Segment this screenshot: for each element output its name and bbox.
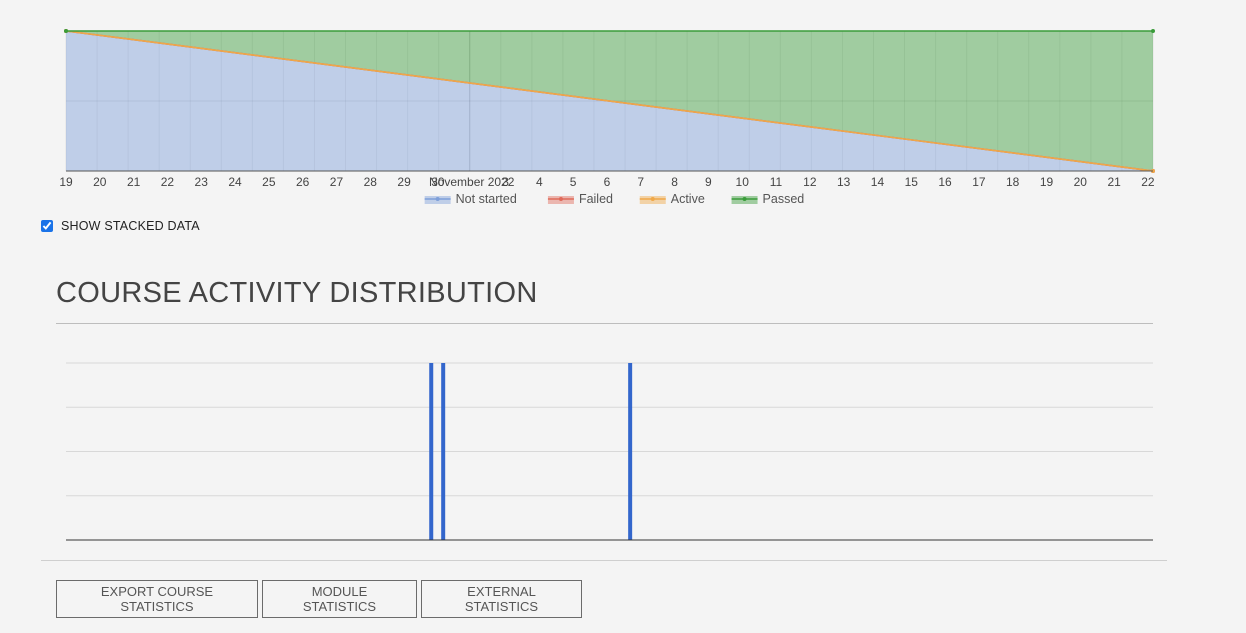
x-tick-label: 14 [871, 175, 885, 189]
x-tick-label: 4 [536, 175, 543, 189]
series-line-active [65, 30, 1154, 172]
x-tick-label: 27 [330, 175, 344, 189]
x-tick-label: 9 [705, 175, 712, 189]
x-tick-label: 21 [1107, 175, 1121, 189]
series-point-passed [64, 29, 68, 33]
show-stacked-checkbox[interactable] [41, 220, 53, 232]
x-tick-label: 24 [228, 175, 242, 189]
show-stacked-toggle[interactable]: SHOW STACKED DATA [41, 219, 200, 233]
title-divider [56, 323, 1153, 324]
x-tick-label: 25 [262, 175, 276, 189]
x-tick-label: 11 [770, 175, 783, 189]
x-tick-label: 3 [502, 175, 509, 189]
external-statistics-button[interactable]: EXTERNAL STATISTICS [421, 580, 582, 618]
x-tick-label: November 2022 [429, 175, 515, 189]
x-tick-label: 12 [803, 175, 817, 189]
x-tick-label: 21 [127, 175, 141, 189]
x-tick-label: 29 [397, 175, 411, 189]
section-title: COURSE ACTIVITY DISTRIBUTION [56, 277, 538, 309]
legend-marker-not-started [435, 197, 440, 201]
legend-item-not-started: Not started [424, 192, 517, 206]
x-tick-label: 13 [837, 175, 851, 189]
legend-item-active: Active [639, 192, 705, 206]
activity-distribution-chart [66, 362, 1153, 541]
distribution-bar [441, 363, 446, 540]
x-tick-label: 5 [570, 175, 577, 189]
x-tick-label: 20 [93, 175, 107, 189]
legend-item-passed: Passed [731, 192, 805, 206]
legend-item-failed: Failed [547, 192, 613, 206]
x-tick-label: 22 [1141, 175, 1155, 189]
footer-divider [41, 560, 1167, 561]
x-tick-label: 10 [736, 175, 750, 189]
distribution-bar [429, 363, 434, 540]
x-tick-label: 20 [1074, 175, 1088, 189]
legend-label-failed: Failed [579, 192, 613, 206]
x-tick-label: 30 [431, 175, 445, 189]
x-tick-label: 6 [604, 175, 611, 189]
x-tick-label: 7 [637, 175, 644, 189]
distribution-bar [628, 363, 633, 540]
legend-marker-failed [558, 197, 563, 201]
x-tick-label: 28 [364, 175, 378, 189]
legend-label-not-started: Not started [456, 192, 517, 206]
export-course-statistics-button[interactable]: EXPORT COURSE STATISTICS [56, 580, 258, 618]
x-tick-label: 26 [296, 175, 310, 189]
show-stacked-label: SHOW STACKED DATA [61, 219, 200, 233]
x-tick-label: 22 [161, 175, 175, 189]
legend-marker-passed [742, 197, 747, 201]
x-tick-label: 17 [972, 175, 986, 189]
legend-label-passed: Passed [763, 192, 805, 206]
x-tick-label: 19 [1040, 175, 1054, 189]
module-statistics-button[interactable]: MODULE STATISTICS [262, 580, 417, 618]
legend-label-active: Active [671, 192, 705, 206]
x-tick-label: 15 [905, 175, 919, 189]
x-tick-label: 18 [1006, 175, 1020, 189]
x-tick-label: 19 [59, 175, 73, 189]
series-point-passed [1151, 29, 1155, 33]
legend-marker-active [650, 197, 655, 201]
x-tick-label: 23 [195, 175, 209, 189]
x-tick-label: 16 [938, 175, 952, 189]
distribution-grid [66, 362, 1153, 497]
x-tick-label: 8 [671, 175, 678, 189]
chart-legend: Not started Failed Active Passed [424, 192, 805, 206]
